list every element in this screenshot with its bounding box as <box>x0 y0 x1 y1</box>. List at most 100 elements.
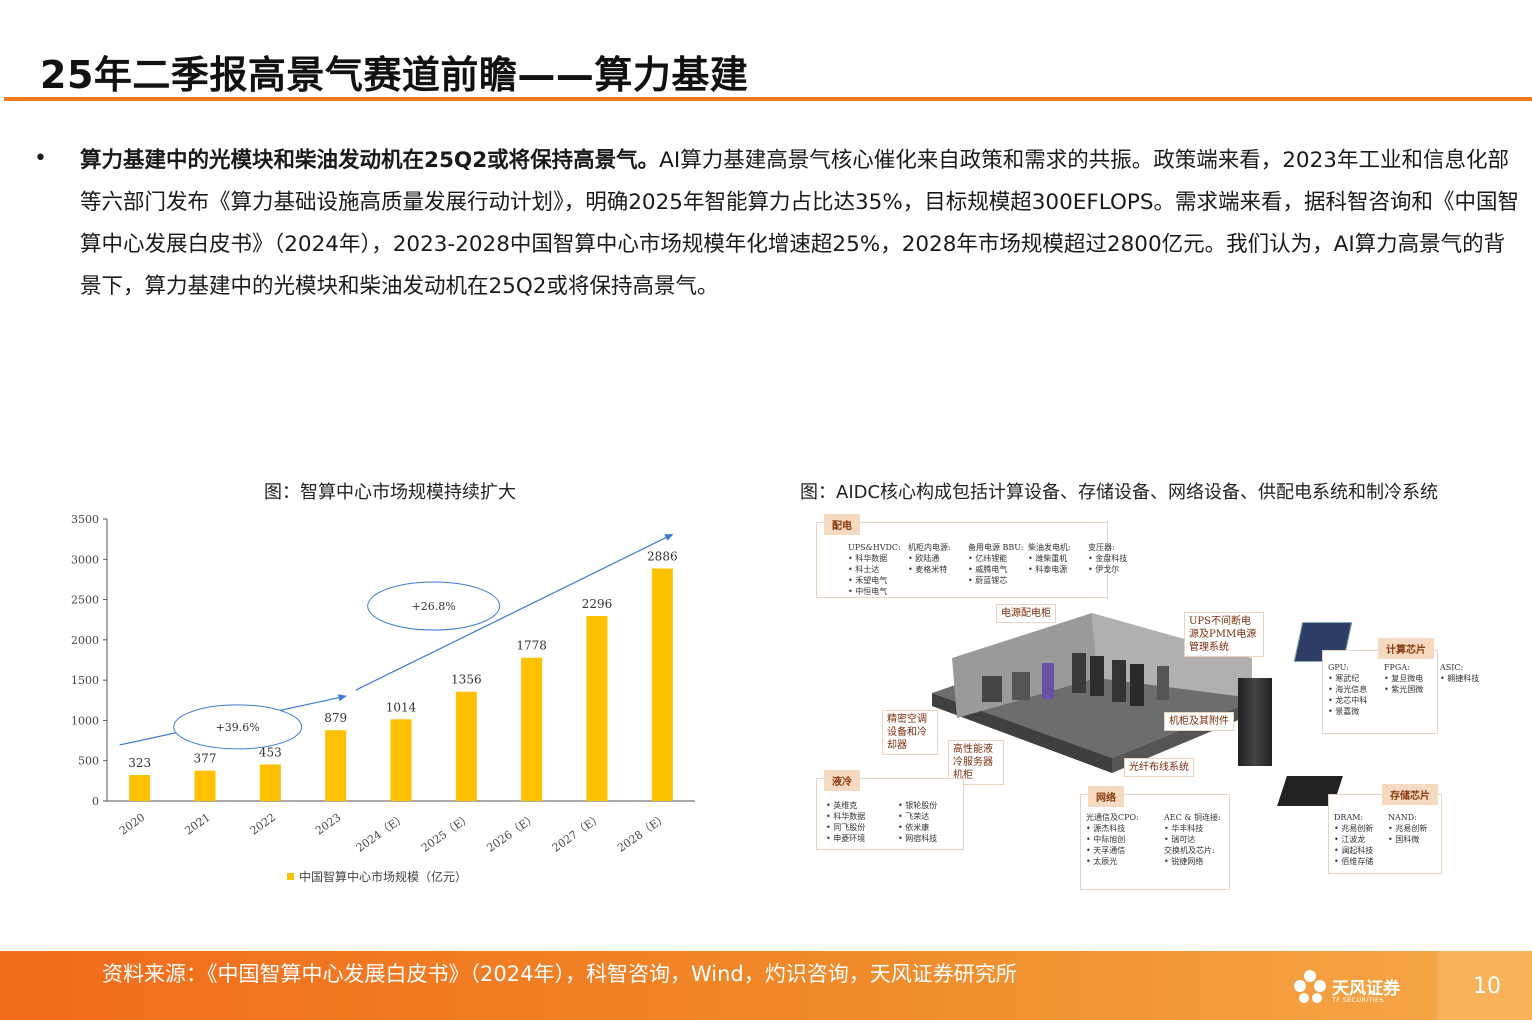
company-item: • 海光信息 <box>1328 685 1368 694</box>
diagram-column: UPS&HVDC: • 科华数据 • 科士达 • 禾望电气 • 中恒电气 <box>848 542 901 597</box>
chart-caption: 图：智算中心市场规模持续扩大 <box>264 482 516 503</box>
company-item: • 蔚蓝锂芯 <box>968 576 1008 585</box>
company-item: • 科华数据 <box>848 554 888 563</box>
logo-name: 天风证券 <box>1332 979 1400 999</box>
page-title: 25年二季报高景气赛道前瞻——算力基建 <box>40 53 749 97</box>
company-item: • 中恒电气 <box>848 587 888 596</box>
diagram-column: 机柜内电源: • 欧陆通 • 麦格米特 <box>908 542 951 575</box>
network-tag: 网络 <box>1088 786 1124 807</box>
company-item: • 国科微 <box>1388 835 1420 844</box>
company-item: • 麦格米特 <box>908 565 948 574</box>
column-heading: 光通信及CPO: <box>1086 813 1139 822</box>
bar <box>651 568 673 801</box>
company-logo: 天风证券 TF SECURITIES <box>1292 966 1422 1008</box>
x-tick-label: 2021 <box>182 811 212 838</box>
bar <box>455 691 477 801</box>
company-item: • 飞荣达 <box>898 812 930 821</box>
datacenter-illustration <box>932 613 1272 773</box>
company-item: • 申菱环境 <box>826 834 866 843</box>
y-tick-label: 0 <box>92 795 99 808</box>
bullet-body: AI算力基建高景气核心催化来自政策和需求的共振。政策端来看，2023年工业和信息… <box>80 148 1519 299</box>
bar <box>521 657 543 801</box>
x-tick-label: 2022 <box>248 811 278 838</box>
company-item: • 兆易创新 <box>1388 824 1428 833</box>
storage-box <box>1328 794 1442 874</box>
company-item: • 寒武纪 <box>1328 674 1360 683</box>
bar <box>129 774 151 801</box>
column-heading: 柴油发电机: <box>1028 543 1071 552</box>
compute-box <box>1322 650 1438 734</box>
bar <box>259 764 281 801</box>
company-item: • 禾望电气 <box>848 576 888 585</box>
cabinet-label: 机柜及其附件 <box>1164 712 1234 731</box>
bar-value-label: 1014 <box>386 700 417 714</box>
company-item: • 天孚通信 <box>1086 846 1126 855</box>
diagram-column: DRAM: • 兆易创新 • 江波龙 • 澜起科技 • 佰维存储 <box>1334 812 1373 867</box>
y-tick-label: 1000 <box>71 714 99 727</box>
company-item: • 网宿科技 <box>898 834 938 843</box>
market-size-chart: 0 500 1000 1500 2000 2500 3000 3500 323 2020 377 20… <box>71 513 695 884</box>
diagram-column: ASIC: • 翱捷科技 <box>1440 662 1479 684</box>
bar-value-label: 1356 <box>451 673 482 687</box>
growth-annotation: +26.8% <box>412 600 456 613</box>
bullet-lead: 算力基建中的光模块和柴油发动机在25Q2或将保持高景气。 <box>80 148 660 173</box>
ac-label: 精密空调设备和冷却器 <box>882 710 938 755</box>
y-tick-label: 2500 <box>71 594 99 607</box>
bar-value-label: 453 <box>259 746 282 760</box>
company-item: • 银轮股份 <box>898 801 938 810</box>
column-heading: NAND: <box>1388 813 1417 822</box>
ups-label: UPS不间断电源及PMM电源管理系统 <box>1184 612 1264 657</box>
bar-value-label: 323 <box>128 756 151 770</box>
column-heading: 变压器: <box>1088 543 1115 552</box>
power-box <box>816 522 1108 598</box>
company-item: • 威腾电气 <box>968 565 1008 574</box>
column-heading: 备用电源 BBU: <box>968 543 1024 552</box>
power-tag: 配电 <box>824 514 860 535</box>
legend-swatch <box>287 873 294 880</box>
company-item: • 源杰科技 <box>1086 824 1126 833</box>
page-number: 10 <box>1473 974 1501 999</box>
company-item: • 金盘科技 <box>1088 554 1128 563</box>
company-item: • 瑞可达 <box>1164 835 1196 844</box>
column-heading: 交换机及芯片: <box>1164 846 1215 855</box>
y-tick-label: 3500 <box>71 513 99 526</box>
growth-arrow <box>355 533 674 691</box>
company-item: • 亿纬锂能 <box>968 554 1008 563</box>
x-tick-label: 2024（E） <box>354 811 409 855</box>
bar <box>390 719 412 801</box>
diagram-column: NAND: • 兆易创新 • 国科微 <box>1388 812 1427 845</box>
company-item: • 中际旭创 <box>1086 835 1126 844</box>
bar-value-label: 879 <box>324 711 347 725</box>
title-divider <box>4 97 1532 101</box>
server-rack-image <box>1238 678 1272 766</box>
x-tick-label: 2025（E） <box>419 811 474 855</box>
liquid-server-label: 高性能液冷服务器机柜 <box>948 740 1004 785</box>
company-item: • 江波龙 <box>1334 835 1366 844</box>
diagram-column: 柴油发电机: • 潍柴重机 • 科泰电源 <box>1028 542 1071 575</box>
diagram-caption: 图：AIDC核心构成包括计算设备、存储设备、网络设备、供配电系统和制冷系统 <box>800 482 1439 503</box>
bar <box>586 616 608 801</box>
diagram-column: GPU: • 寒武纪 • 海光信息 • 龙芯中科 • 景嘉微 <box>1328 662 1367 717</box>
legend-label: 中国智算中心市场规模（亿元） <box>299 869 467 884</box>
fiber-label: 光纤布线系统 <box>1124 758 1194 777</box>
y-tick-label: 2000 <box>71 634 99 647</box>
company-item: • 景嘉微 <box>1328 707 1360 716</box>
y-tick-label: 1500 <box>71 674 99 687</box>
y-tick-label: 3000 <box>71 553 99 566</box>
column-heading: 机柜内电源: <box>908 543 951 552</box>
x-tick-label: 2020 <box>117 811 147 838</box>
diagram-column: • 银轮股份 • 飞荣达 • 依米康 • 网宿科技 <box>898 800 937 844</box>
diagram-column: 光通信及CPO: • 源杰科技 • 中际旭创 • 天孚通信 • 太辰光 <box>1086 812 1139 867</box>
company-item: • 复旦微电 <box>1384 674 1424 683</box>
x-tick-label: 2026（E） <box>484 811 539 855</box>
growth-ellipse <box>367 581 501 631</box>
storage-tag: 存储芯片 <box>1382 784 1438 805</box>
column-heading: UPS&HVDC: <box>848 543 901 552</box>
diagram-column: AEC & 铜连接: • 华丰科技 • 瑞可达 交换机及芯片: • 锐捷网络 <box>1164 812 1221 867</box>
y-tick-label: 500 <box>78 755 99 768</box>
company-item: • 同飞股份 <box>826 823 866 832</box>
company-item: • 科泰电源 <box>1028 565 1068 574</box>
footer-bar <box>0 951 1532 1020</box>
company-item: • 龙芯中科 <box>1328 696 1368 705</box>
company-item: • 依米康 <box>898 823 930 832</box>
